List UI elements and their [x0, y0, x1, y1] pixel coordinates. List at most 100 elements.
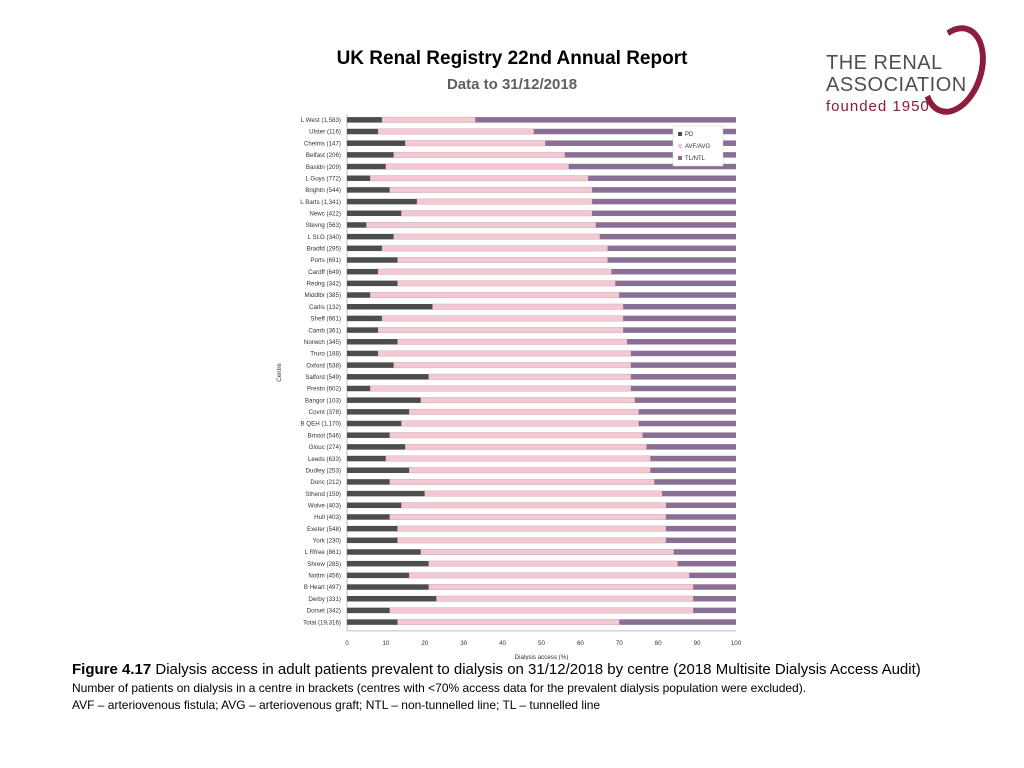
bar-tl-ntl: [630, 374, 736, 380]
bar-avf-avg: [397, 338, 628, 345]
bar-avf-avg: [409, 467, 651, 474]
bar-pd: [347, 152, 394, 158]
report-subtitle: Data to 31/12/2018: [446, 76, 578, 93]
y-tick-label: Bristol (546): [308, 432, 341, 439]
bar-pd: [347, 432, 390, 438]
bar-tl-ntl: [623, 327, 736, 333]
bar-tl-ntl: [638, 409, 736, 415]
bar-avf-avg: [428, 560, 678, 567]
bar-avf-avg: [393, 233, 601, 240]
figure-label: Figure 4.17: [72, 661, 152, 678]
bar-avf-avg: [393, 362, 632, 369]
dialysis-access-chart: L West (1,583) Ulster (116) Chelms (147) Be…: [276, 114, 742, 660]
y-tick-label: Newc (422): [309, 210, 341, 217]
bar-pd: [347, 572, 410, 579]
y-tick-label: Carlis (132): [309, 304, 341, 311]
bar-pd: [347, 537, 398, 544]
bar-avf-avg: [366, 222, 597, 228]
bar-pd: [347, 385, 371, 392]
y-tick-label: L Rfree (861): [305, 549, 341, 556]
bar-avf-avg: [389, 478, 655, 485]
bar-pd: [347, 280, 398, 287]
bar-tl-ntl: [677, 560, 736, 567]
bar-avf-avg: [381, 315, 624, 322]
bar-tl-ntl: [665, 502, 736, 509]
bar-avf-avg: [432, 303, 624, 310]
bar-avf-avg: [409, 408, 639, 415]
y-tick-label: Chelms (147): [304, 140, 341, 147]
x-tick-label: 30: [460, 640, 467, 647]
y-tick-label: B Heart (497): [304, 584, 341, 591]
y-tick-label: Ports (691): [310, 257, 341, 264]
logo-line-3: founded 1950: [826, 98, 930, 115]
bar-avf-avg: [428, 373, 632, 380]
y-tick-label: Covnt (378): [309, 409, 341, 416]
y-tick-label: Exeter (548): [307, 526, 341, 533]
y-tick-label: Cardff (649): [308, 269, 341, 276]
bar-pd: [347, 444, 406, 450]
bar-tl-ntl: [619, 292, 736, 298]
bar-tl-ntl: [611, 268, 736, 275]
bar-tl-ntl: [623, 303, 736, 310]
bar-avf-avg: [393, 151, 566, 158]
bar-avf-avg: [409, 572, 690, 579]
y-tick-label: Glouc (274): [309, 444, 341, 451]
bar-tl-ntl: [634, 397, 736, 403]
y-tick-label: Norwch (345): [304, 339, 341, 346]
bar-avf-avg: [389, 186, 593, 193]
bar-pd: [347, 467, 410, 473]
y-tick-label: Bangor (103): [305, 397, 341, 404]
bar-tl-ntl: [693, 607, 736, 614]
legend-swatch-pd: [678, 132, 682, 136]
bar-avf-avg: [389, 514, 667, 520]
y-tick-label: York (230): [313, 538, 341, 545]
bar-avf-avg: [416, 198, 593, 205]
bar-pd: [347, 619, 398, 625]
bar-tl-ntl: [568, 163, 736, 170]
y-tick-label: Hull (403): [314, 514, 341, 521]
bar-pd: [347, 163, 386, 170]
bar-pd: [347, 128, 379, 135]
bar-avf-avg: [397, 525, 667, 532]
bar-pd: [347, 502, 402, 509]
y-tick-label: Derby (331): [308, 596, 341, 603]
bar-tl-ntl: [595, 222, 736, 228]
bar-pd: [347, 292, 371, 298]
x-tick-label: 50: [538, 640, 545, 647]
bar-tl-ntl: [475, 117, 736, 123]
bar-tl-ntl: [623, 315, 736, 322]
figure-text: Dialysis access in adult patients preval…: [151, 661, 921, 678]
y-tick-label: L Guys (772): [305, 175, 341, 182]
bar-avf-avg: [377, 327, 624, 334]
bar-avf-avg: [401, 210, 593, 217]
bar-pd: [347, 210, 402, 217]
bar-avf-avg: [436, 595, 694, 602]
bar-pd: [347, 222, 367, 228]
y-tick-label: Shrew (285): [307, 561, 341, 568]
y-tick-label: L West (1,583): [301, 117, 341, 124]
bar-avf-avg: [420, 397, 636, 404]
bar-avf-avg: [381, 116, 476, 123]
bar-pd: [347, 479, 390, 485]
y-tick-label: L St.G (340): [308, 234, 341, 241]
legend-swatch-avf-avg: [678, 144, 682, 148]
logo-line-2: ASSOCIATION: [826, 74, 967, 96]
bar-tl-ntl: [642, 432, 736, 438]
x-tick-label: 40: [499, 640, 506, 647]
bar-avf-avg: [370, 292, 620, 298]
figure-caption: Figure 4.17 Dialysis access in adult pat…: [72, 660, 972, 714]
bar-tl-ntl: [654, 479, 736, 485]
bar-tl-ntl: [627, 339, 736, 345]
bar-avf-avg: [377, 268, 612, 275]
y-tick-label: Redng (342): [307, 281, 341, 288]
bar-avf-avg: [385, 163, 569, 170]
legend-label-avf-avg: AVF/AVG: [685, 144, 710, 150]
bar-tl-ntl: [689, 572, 736, 579]
x-tick-label: 20: [421, 640, 428, 647]
bar-pd: [347, 198, 418, 205]
bar-pd: [347, 607, 390, 614]
bar-avf-avg: [405, 140, 546, 147]
bar-pd: [347, 117, 383, 123]
bar-tl-ntl: [607, 245, 736, 252]
y-tick-label: Total (19,316): [303, 619, 341, 626]
